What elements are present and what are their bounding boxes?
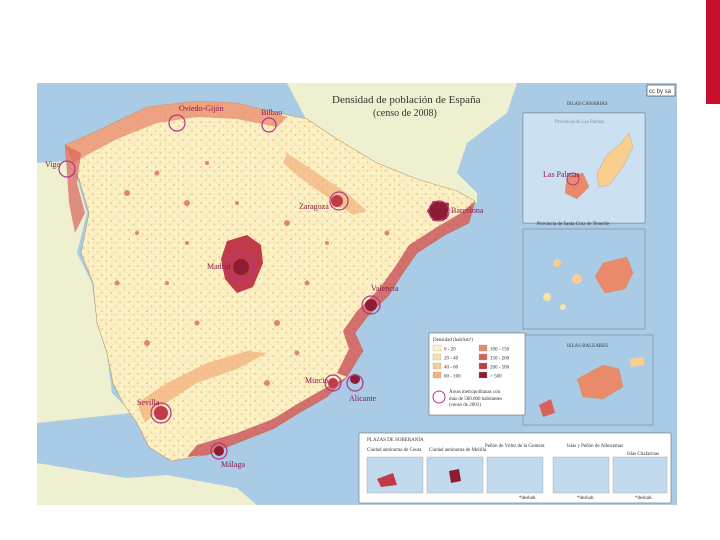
accent-bar [706,0,720,104]
label-las-palmas: Las Palmas [543,170,580,179]
barcelona-area [427,201,449,221]
legend-swatch [478,353,488,361]
label-madrid: Madrid [207,262,231,271]
label-oviedo-gijon: Oviedo-Gijón [179,104,223,113]
legend-label: 40 - 60 [444,366,459,371]
legend-swatch [432,371,442,379]
inset-baleares: ISLAS BALEARES [522,334,654,426]
inset-tenerife: Provincia de Santa Cruz de Tenerife [522,222,646,330]
plazas-melilla: Ciudad autónoma de Melilla [429,448,487,453]
legend-title: Densidad (hab/km²) [433,337,473,343]
portugal-land [37,161,132,423]
spain-texture [65,101,475,461]
map-title: Densidad de población de España [332,94,481,106]
legend-label: 200 - 500 [490,366,510,371]
plazas-chafarinas: Islas Chafarinas [627,452,659,457]
legend-swatch [432,344,442,352]
north-coast-band [65,101,287,163]
label-alicante: Alicante [349,394,377,403]
plazas-ceuta: Ciudad autónoma de Ceuta [367,448,422,453]
plazas-soberania: PLAZAS DE SOBERANÍA Ciudad autónoma de C… [358,432,672,504]
plazas-title: PLAZAS DE SOBERANÍA [367,437,424,443]
label-murcia: Murcia [305,376,329,385]
sevilla-blob [154,406,168,420]
south-coast-band [187,377,347,457]
spain-density-map: Oviedo-Gijón Bilbao Vigo Zaragoza Barcel… [37,83,677,505]
legend-label: 20 - 40 [444,357,459,362]
alicante-blob [350,374,360,384]
plazas-alhucemas: Islas y Peñón de Alhucemas [567,444,623,449]
legend-swatch [478,362,488,370]
legend-label: 150 - 200 [490,357,510,362]
africa-land [37,463,257,505]
inset-canarias-title: ISLAS CANARIAS [567,102,608,107]
label-sevilla: Sevilla [137,398,160,407]
legend-metro-sub2: (censo de 2001) [449,403,481,408]
label-malaga: Málaga [221,460,245,469]
legend-items: 0 - 20 20 - 40 40 - 60 60 - 100 100 - 150 150… [432,344,510,380]
legend-swatch [432,362,442,370]
label-valencia: Valencia [371,284,399,293]
legend-swatch [478,344,488,352]
legend-label: 100 - 150 [490,348,510,353]
legend-label: 60 - 100 [444,375,461,380]
murcia-blob [328,378,338,388]
map-figure: Oviedo-Gijón Bilbao Vigo Zaragoza Barcel… [37,83,677,505]
guadalquivir-band [137,351,267,423]
metro-circles [58,114,450,460]
valencia-blob [365,299,377,311]
legend: Densidad (hab/km²) 0 - 20 20 - 40 40 - 60 6… [428,332,526,416]
france-land [287,83,517,203]
legend-swatch [478,371,488,379]
madrid-core [233,259,249,275]
license-badge-text: cc by sa [649,89,672,95]
plazas-note3: *deshab. [635,496,653,501]
plazas-note1: *deshab. [519,496,537,501]
dense-spots [114,161,390,386]
label-barcelona: Barcelona [451,206,484,215]
plazas-note2: *deshab. [577,496,595,501]
inset-canarias: ISLAS CANARIAS Provincia de Las Palmas L… [522,102,646,224]
legend-label: 0 - 20 [444,348,456,353]
inset-tenerife-title: Provincia de Santa Cruz de Tenerife [537,222,610,227]
label-bilbao: Bilbao [261,108,282,117]
med-coast-band [337,201,475,377]
legend-metro-sub1: más de 500.000 habitantes [449,397,502,402]
legend-label: > 500 [490,375,502,380]
ebro-band [283,153,367,215]
zaragoza-blob [331,195,343,207]
license-badge [646,84,676,97]
label-vigo: Vigo [45,160,61,169]
map-subtitle: (censo de 2008) [373,108,437,119]
legend-metro-label: Áreas metropolitanas con [449,389,501,395]
malaga-blob [214,446,224,456]
legend-swatch [432,353,442,361]
galicia-coast [65,145,85,233]
inset-baleares-title: ISLAS BALEARES [567,344,608,349]
label-zaragoza: Zaragoza [299,202,329,211]
plazas-penon-velez: Peñón de Vélez de la Gomera [485,444,545,449]
